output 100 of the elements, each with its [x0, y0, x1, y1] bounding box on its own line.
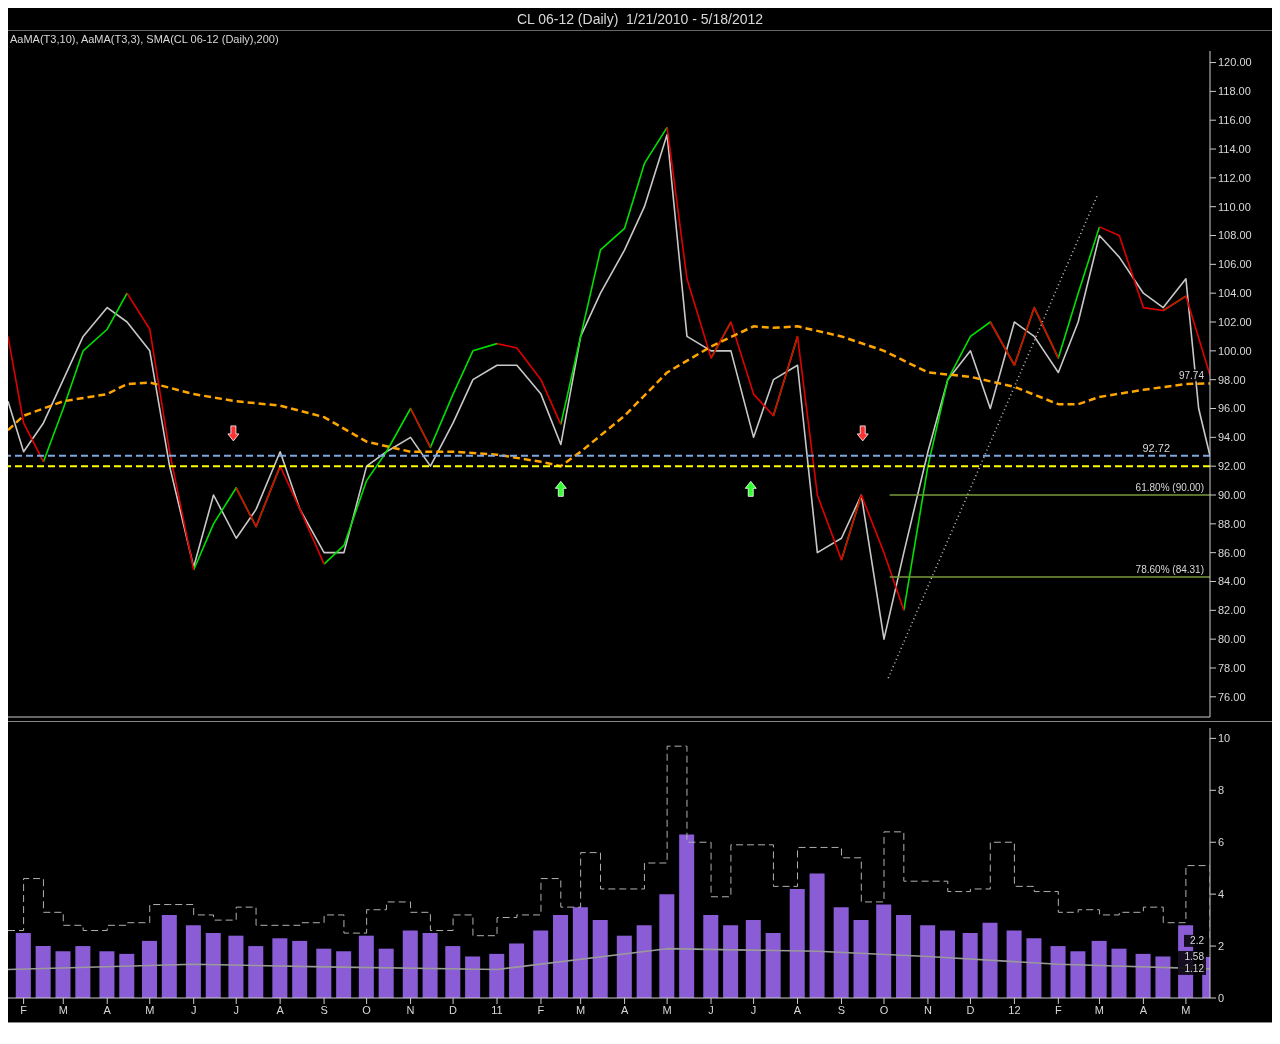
annotation: 1.12 — [1184, 963, 1205, 975]
y-tick-label: 100.00 — [1218, 344, 1252, 357]
bar — [789, 888, 805, 998]
annotation: 2.2 — [1190, 935, 1205, 947]
bar — [248, 946, 264, 998]
bar — [445, 946, 461, 998]
bar — [723, 925, 739, 998]
x-tick-label: J — [708, 1003, 714, 1016]
bar — [75, 946, 91, 998]
bar — [876, 904, 892, 998]
bar — [292, 940, 308, 998]
y-tick-label: 114.00 — [1218, 142, 1251, 155]
bar — [982, 922, 998, 998]
bar — [703, 914, 719, 998]
y-tick-label: 108.00 — [1218, 229, 1252, 242]
y-tick-label: 10 — [1218, 732, 1231, 745]
bar — [553, 914, 569, 998]
x-tick-label: F — [20, 1003, 28, 1016]
bar — [465, 956, 481, 998]
bar — [509, 943, 525, 998]
annotation: 61.80% (90.00) — [1135, 481, 1204, 493]
annotation: 1.58 — [1184, 951, 1205, 963]
bar — [1155, 956, 1171, 998]
bar — [119, 953, 135, 998]
bar — [1006, 930, 1022, 998]
x-tick-label: M — [662, 1003, 672, 1016]
bar — [15, 933, 31, 998]
bar — [378, 948, 394, 998]
bar — [141, 940, 157, 998]
line-series — [8, 325, 1210, 468]
x-tick-label: N — [923, 1003, 932, 1016]
y-tick-label: 120.00 — [1218, 56, 1252, 69]
bar — [962, 933, 978, 998]
bar — [616, 935, 632, 998]
x-tick-label: F — [537, 1003, 545, 1016]
y-tick-label: 102.00 — [1218, 315, 1252, 328]
bar — [572, 907, 588, 998]
bar — [1050, 946, 1066, 998]
y-tick-label: 112.00 — [1218, 171, 1251, 184]
bar — [920, 925, 936, 998]
y-tick-label: 82.00 — [1218, 604, 1246, 617]
bar — [533, 930, 549, 998]
bar — [316, 948, 332, 998]
y-tick-label: 2 — [1218, 939, 1225, 952]
y-tick-label: 96.00 — [1218, 402, 1246, 415]
ref-line-label: 92.72 — [1142, 441, 1170, 454]
bar — [161, 914, 177, 998]
x-tick-label: O — [362, 1003, 372, 1016]
bar — [896, 914, 912, 998]
x-tick-label: M — [1094, 1003, 1105, 1016]
x-tick-label: J — [233, 1003, 239, 1016]
bar — [939, 930, 955, 998]
y-tick-label: 106.00 — [1218, 258, 1252, 271]
bar — [336, 951, 352, 998]
bar — [636, 925, 652, 998]
line-series — [8, 947, 1210, 971]
y-tick-label: 94.00 — [1218, 431, 1246, 444]
annotation: 78.60% (84.31) — [1135, 563, 1204, 575]
y-tick-label: 86.00 — [1218, 546, 1246, 559]
bar — [35, 946, 51, 998]
y-tick-label: 116.00 — [1218, 114, 1251, 127]
bar — [402, 930, 418, 998]
y-tick-label: 118.00 — [1218, 85, 1251, 98]
x-tick-label: D — [966, 1003, 975, 1016]
x-tick-label: N — [406, 1003, 415, 1016]
annotation: 97.74 — [1178, 369, 1205, 381]
x-tick-label: J — [190, 1003, 197, 1016]
bar — [765, 933, 781, 998]
bar — [1111, 948, 1127, 998]
x-tick-label: A — [276, 1003, 285, 1016]
x-tick-label: O — [879, 1003, 889, 1016]
y-tick-label: 98.00 — [1218, 373, 1246, 386]
x-tick-label: S — [837, 1003, 846, 1016]
y-tick-label: 104.00 — [1218, 287, 1252, 300]
bar — [1091, 940, 1107, 998]
bar — [659, 894, 675, 998]
y-tick-label: 4 — [1218, 888, 1225, 901]
x-tick-label: M — [1181, 1003, 1191, 1016]
x-tick-label: M — [58, 1003, 68, 1016]
y-tick-label: 88.00 — [1218, 517, 1246, 530]
x-tick-label: S — [320, 1003, 328, 1016]
y-tick-label: 0 — [1218, 991, 1225, 1004]
y-tick-label: 90.00 — [1218, 488, 1246, 501]
bar — [272, 938, 288, 998]
y-tick-label: 92.00 — [1218, 460, 1246, 473]
bar — [185, 925, 201, 998]
y-tick-label: 6 — [1218, 836, 1225, 849]
x-tick-label: F — [1054, 1003, 1062, 1016]
bar — [1026, 938, 1042, 998]
bar — [592, 920, 608, 998]
bar — [853, 920, 869, 998]
chart-title: CL 06-12 (Daily) 1/21/2010 - 5/18/2012 — [8, 8, 1272, 31]
y-tick-label: 76.00 — [1218, 690, 1246, 703]
bar — [1135, 953, 1151, 998]
x-tick-label: A — [103, 1003, 112, 1016]
x-tick-label: A — [1139, 1003, 1148, 1016]
bar — [1070, 951, 1086, 998]
y-tick-label: 8 — [1218, 784, 1225, 797]
y-tick-label: 80.00 — [1218, 633, 1246, 646]
bar — [99, 951, 115, 998]
